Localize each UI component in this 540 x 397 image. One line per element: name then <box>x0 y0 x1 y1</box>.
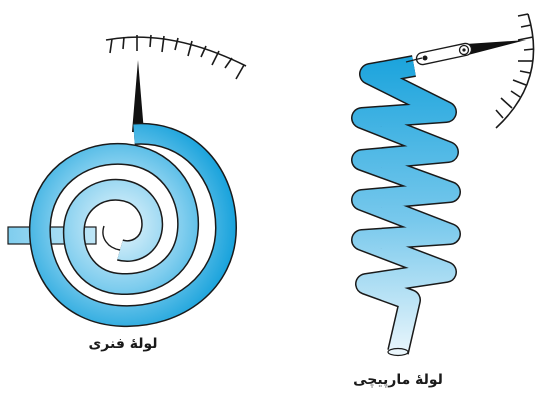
spiral-tube-gauge <box>7 34 247 328</box>
spiral-gauge-pointer <box>132 60 144 132</box>
spiral-gauge-scale <box>105 34 247 80</box>
helical-tube-caption: لولهٔ مارپیچی <box>353 372 443 388</box>
helical-gauge-pointer <box>466 40 526 55</box>
helical-tube-gauge <box>351 13 535 357</box>
helical-gauge-scale <box>495 13 535 129</box>
spiral-tube-caption: لولهٔ فنری <box>88 336 158 352</box>
